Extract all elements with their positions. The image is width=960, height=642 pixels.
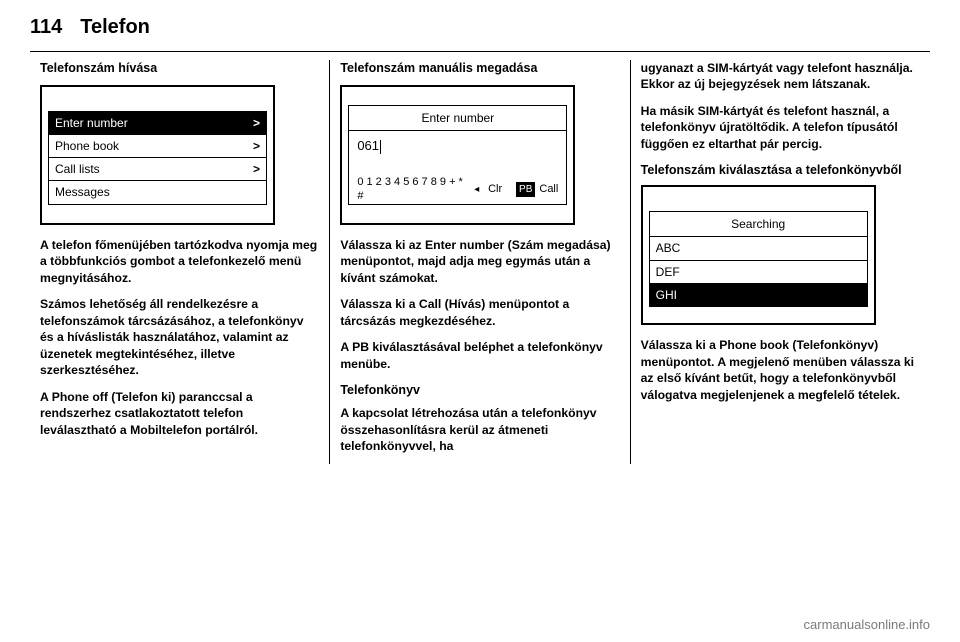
col3-para-2: Ha másik SIM-kártyát és telefont használ… (641, 103, 920, 152)
searching-title: Searching (650, 212, 867, 237)
col2-para-2: Válassza ki a Call (Hívás) menüpontot a … (340, 296, 619, 329)
phone-menu-list: Enter number > Phone book > Call lists >… (48, 111, 267, 205)
backspace-icon[interactable]: ◂ (474, 183, 484, 197)
col2-heading: Telefonszám manuális megadása (340, 60, 619, 77)
search-item-label: DEF (656, 264, 680, 280)
col1-para-1: A telefon főmenüjében tartózkodva nyomja… (40, 237, 319, 286)
menu-item-label: Enter number (55, 115, 128, 131)
columns: Telefonszám hívása Enter number > Phone … (0, 60, 960, 464)
col2-para-4: A kapcsolat létrehozása után a telefonkö… (340, 405, 619, 454)
page-number: 114 (30, 16, 62, 39)
column-1: Telefonszám hívása Enter number > Phone … (30, 60, 329, 464)
col1-para-3: A Phone off (Telefon ki) paranccsal a re… (40, 389, 319, 438)
menu-item-label: Phone book (55, 138, 119, 154)
chevron-right-icon: > (253, 138, 260, 154)
footer-watermark: carmanualsonline.info (804, 617, 930, 632)
page-header: 114 Telefon (0, 0, 960, 47)
enter-number-body: 061 0 1 2 3 4 5 6 7 8 9 + * # ◂ Clr PB C… (349, 131, 566, 204)
searching-list: ABC DEF GHI (650, 237, 867, 306)
search-item-label: GHI (656, 287, 677, 303)
col2-para-1: Válassza ki az Enter number (Szám megadá… (340, 237, 619, 286)
menu-item-phone-book[interactable]: Phone book > (49, 135, 266, 158)
search-item-label: ABC (656, 240, 681, 256)
menu-item-messages[interactable]: Messages (49, 181, 266, 203)
enter-number-title: Enter number (349, 106, 566, 131)
header-rule (30, 51, 930, 52)
searching-inner: Searching ABC DEF GHI (649, 211, 868, 307)
enter-number-inner: Enter number 061 0 1 2 3 4 5 6 7 8 9 + *… (348, 105, 567, 205)
text-cursor (380, 140, 381, 154)
chevron-right-icon: > (253, 115, 260, 131)
column-3: ugyanazt a SIM-kártyát vagy telefont has… (630, 60, 930, 464)
col3-subheading: Telefonszám kiválasztása a telefonkönyvb… (641, 162, 920, 179)
menu-item-label: Messages (55, 184, 110, 200)
menu-item-label: Call lists (55, 161, 100, 177)
search-item-ghi[interactable]: GHI (650, 284, 867, 306)
col3-para-1: ugyanazt a SIM-kártyát vagy telefont has… (641, 60, 920, 93)
col1-para-2: Számos lehetőség áll rendelkezésre a tel… (40, 296, 319, 378)
pb-button[interactable]: PB (516, 182, 535, 198)
typed-number: 061 (357, 137, 379, 155)
searching-screen: Searching ABC DEF GHI (641, 185, 876, 325)
enter-number-screen: Enter number 061 0 1 2 3 4 5 6 7 8 9 + *… (340, 85, 575, 225)
menu-item-call-lists[interactable]: Call lists > (49, 158, 266, 181)
col2-subheading: Telefonkönyv (340, 382, 619, 399)
call-button[interactable]: Call (539, 182, 558, 197)
phone-menu-screen: Enter number > Phone book > Call lists >… (40, 85, 275, 225)
col2-para-3: A PB kiválasztásával beléphet a telefonk… (340, 339, 619, 372)
section-title: Telefon (80, 16, 150, 39)
search-item-def[interactable]: DEF (650, 261, 867, 284)
col3-para-3: Válassza ki a Phone book (Telefonkönyv) … (641, 337, 920, 403)
chevron-right-icon: > (253, 161, 260, 177)
digit-keys[interactable]: 0 1 2 3 4 5 6 7 8 9 + * # (357, 175, 470, 205)
digits-row: 0 1 2 3 4 5 6 7 8 9 + * # ◂ Clr PB Call (357, 175, 558, 205)
search-item-abc[interactable]: ABC (650, 237, 867, 260)
menu-item-enter-number[interactable]: Enter number > (49, 112, 266, 135)
column-2: Telefonszám manuális megadása Enter numb… (329, 60, 629, 464)
clr-button[interactable]: Clr (488, 182, 502, 197)
col1-heading: Telefonszám hívása (40, 60, 319, 77)
